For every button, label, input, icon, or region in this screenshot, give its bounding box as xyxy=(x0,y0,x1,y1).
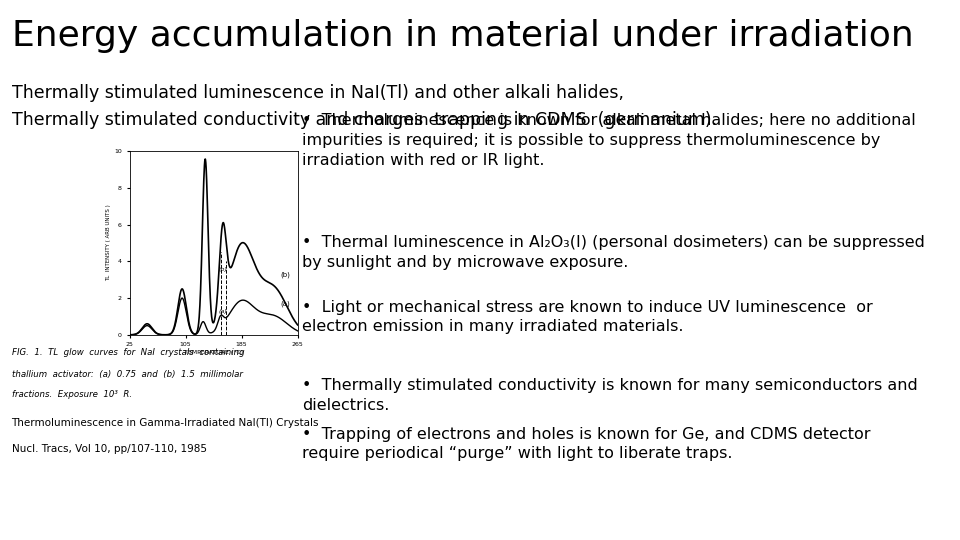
X-axis label: TEMPERATURE (°C): TEMPERATURE (°C) xyxy=(184,350,243,355)
Text: Energy accumulation in material under irradiation: Energy accumulation in material under ir… xyxy=(12,19,913,53)
Text: •  Thermoluminescence is known for alkali metal halides; here no additional
impu: • Thermoluminescence is known for alkali… xyxy=(302,113,916,168)
Y-axis label: TL  INTENSITY ( ARB UNITS ): TL INTENSITY ( ARB UNITS ) xyxy=(107,205,111,281)
Text: FIG.  1.  TL  glow  curves  for  NaI  crystals  containing: FIG. 1. TL glow curves for NaI crystals … xyxy=(12,348,244,357)
Text: (a): (a) xyxy=(280,300,290,307)
Text: (a): (a) xyxy=(219,309,228,314)
Text: Thermoluminescence in Gamma-Irradiated NaI(Tl) Crystals: Thermoluminescence in Gamma-Irradiated N… xyxy=(12,418,319,429)
Text: (b): (b) xyxy=(280,271,290,278)
Text: Thermally stimulated luminescence in NaI(Tl) and other alkali halides,: Thermally stimulated luminescence in NaI… xyxy=(12,84,624,102)
Text: •  Thermal luminescence in Al₂O₃(I) (personal dosimeters) can be suppressed
by s: • Thermal luminescence in Al₂O₃(I) (pers… xyxy=(302,235,925,269)
Text: fractions.  Exposure  10³  R.: fractions. Exposure 10³ R. xyxy=(12,390,132,399)
Text: •  Trapping of electrons and holes is known for Ge, and CDMS detector
require pe: • Trapping of electrons and holes is kno… xyxy=(302,427,871,461)
Text: •  Light or mechanical stress are known to induce UV luminescence  or
electron e: • Light or mechanical stress are known t… xyxy=(302,300,874,334)
Text: thallium  activator:  (a)  0.75  and  (b)  1.5  millimolar: thallium activator: (a) 0.75 and (b) 1.5… xyxy=(12,370,242,379)
Text: Nucl. Tracs, Vol 10, pp/107-110, 1985: Nucl. Tracs, Vol 10, pp/107-110, 1985 xyxy=(12,444,206,454)
Text: (b): (b) xyxy=(219,267,228,272)
Text: Thermally stimulated conductivity and charges  trapping in CDMS  (germanium).: Thermally stimulated conductivity and ch… xyxy=(12,111,717,129)
Text: •  Thermally stimulated conductivity is known for many semiconductors and
dielec: • Thermally stimulated conductivity is k… xyxy=(302,378,918,413)
